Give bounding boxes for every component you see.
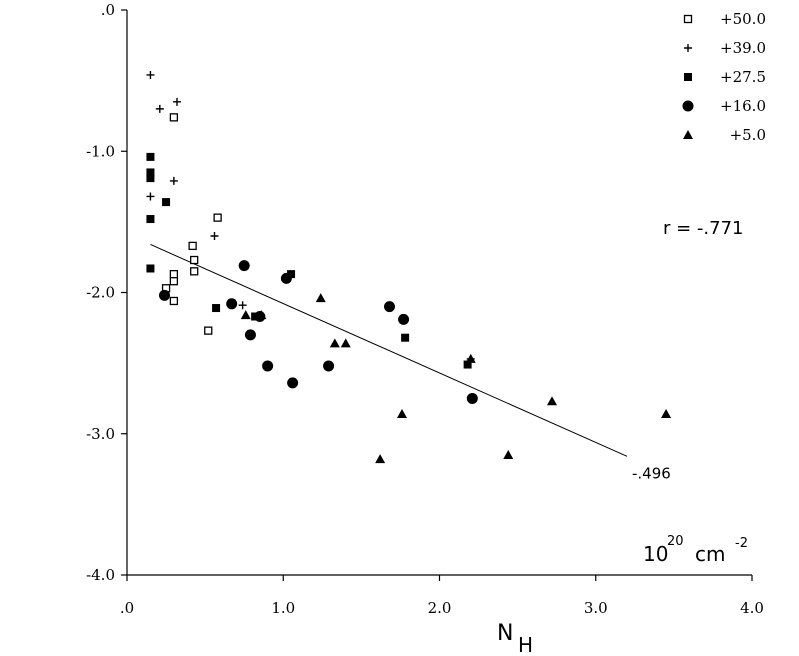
data-point	[190, 267, 199, 276]
data-point	[188, 241, 197, 251]
y-tick-label: -2.0	[86, 284, 115, 302]
ticks: .0 1.0 2.0 3.0 4.0 .0 -1.0 -2.0 -3.0 -4.0	[86, 1, 764, 617]
data-point	[262, 360, 274, 372]
data-point	[169, 277, 179, 286]
data-point	[244, 329, 256, 341]
unit-name: cm	[695, 542, 725, 566]
data-point	[238, 260, 250, 272]
data-point	[287, 270, 296, 279]
x-tick-label: 3.0	[584, 599, 608, 617]
data-point	[315, 293, 326, 303]
data-point	[169, 296, 179, 306]
legend-marker	[684, 44, 692, 52]
data-point	[240, 310, 251, 320]
y-tick-label: -1.0	[86, 142, 115, 160]
data-point	[287, 377, 299, 389]
data-point	[329, 338, 340, 348]
data-point	[465, 353, 476, 363]
legend-label: +16.0	[720, 97, 766, 115]
data-point	[173, 97, 181, 106]
legend-label: +27.5	[720, 68, 766, 86]
data-point	[340, 338, 351, 348]
x-tick-label: 2.0	[428, 599, 452, 617]
x-axis-label: N H	[497, 621, 533, 656]
data-point	[466, 392, 478, 404]
unit-base: 10	[643, 542, 668, 566]
data-point	[463, 360, 472, 369]
data-point	[169, 269, 179, 279]
x-tick-label: 4.0	[740, 599, 764, 617]
data-point	[155, 104, 164, 113]
unit-unit-exponent: -2	[735, 536, 748, 551]
data-point	[375, 454, 386, 464]
legend-marker	[684, 73, 692, 81]
legend: +50.0 +39.0 +27.5 +16.0 +5.0	[682, 10, 766, 144]
fit-line-group: -.496	[150, 244, 671, 482]
y-tick-label: .0	[101, 1, 115, 19]
x-tick-label: .0	[120, 599, 134, 617]
data-point	[238, 301, 247, 310]
y-tick-label: -4.0	[86, 566, 115, 584]
unit-label: 10 20 cm -2	[643, 534, 748, 566]
data-point	[190, 255, 199, 265]
data-point	[146, 192, 155, 201]
legend-marker	[682, 100, 694, 112]
data-point	[169, 113, 179, 122]
data-point	[661, 408, 672, 418]
data-point	[146, 174, 155, 183]
x-tick-label: 1.0	[271, 599, 295, 617]
data-point	[146, 168, 155, 177]
data-point	[204, 326, 213, 335]
data-point	[159, 289, 170, 301]
legend-label: +50.0	[720, 10, 766, 28]
data-point	[401, 333, 410, 342]
legend-label: +39.0	[720, 39, 766, 57]
fit-line-label: -.496	[632, 464, 671, 482]
data-point	[213, 213, 222, 222]
data-point	[323, 360, 335, 372]
unit-exponent: 20	[667, 534, 684, 549]
data-point	[146, 152, 155, 161]
legend-marker	[683, 130, 693, 139]
data-points	[146, 70, 672, 464]
legend-marker	[683, 14, 693, 24]
data-point	[398, 313, 410, 325]
data-point	[146, 215, 155, 224]
data-point	[210, 232, 219, 240]
data-point	[280, 272, 292, 284]
data-point	[547, 396, 557, 406]
data-point	[384, 301, 395, 313]
data-point	[146, 264, 155, 273]
axes	[126, 10, 752, 576]
data-point	[169, 176, 178, 185]
correlation-label: r = -.771	[663, 218, 744, 239]
y-tick-label: -3.0	[86, 425, 115, 443]
data-point	[162, 198, 171, 207]
x-axis-label-sub: H	[518, 633, 533, 656]
data-point	[256, 310, 267, 320]
x-axis-label-main: N	[497, 621, 513, 646]
data-point	[226, 298, 238, 310]
data-point	[146, 70, 155, 79]
legend-label: +5.0	[730, 126, 766, 144]
data-point	[397, 408, 407, 418]
data-point	[212, 304, 221, 313]
fit-line	[150, 244, 628, 457]
data-point	[503, 449, 514, 459]
